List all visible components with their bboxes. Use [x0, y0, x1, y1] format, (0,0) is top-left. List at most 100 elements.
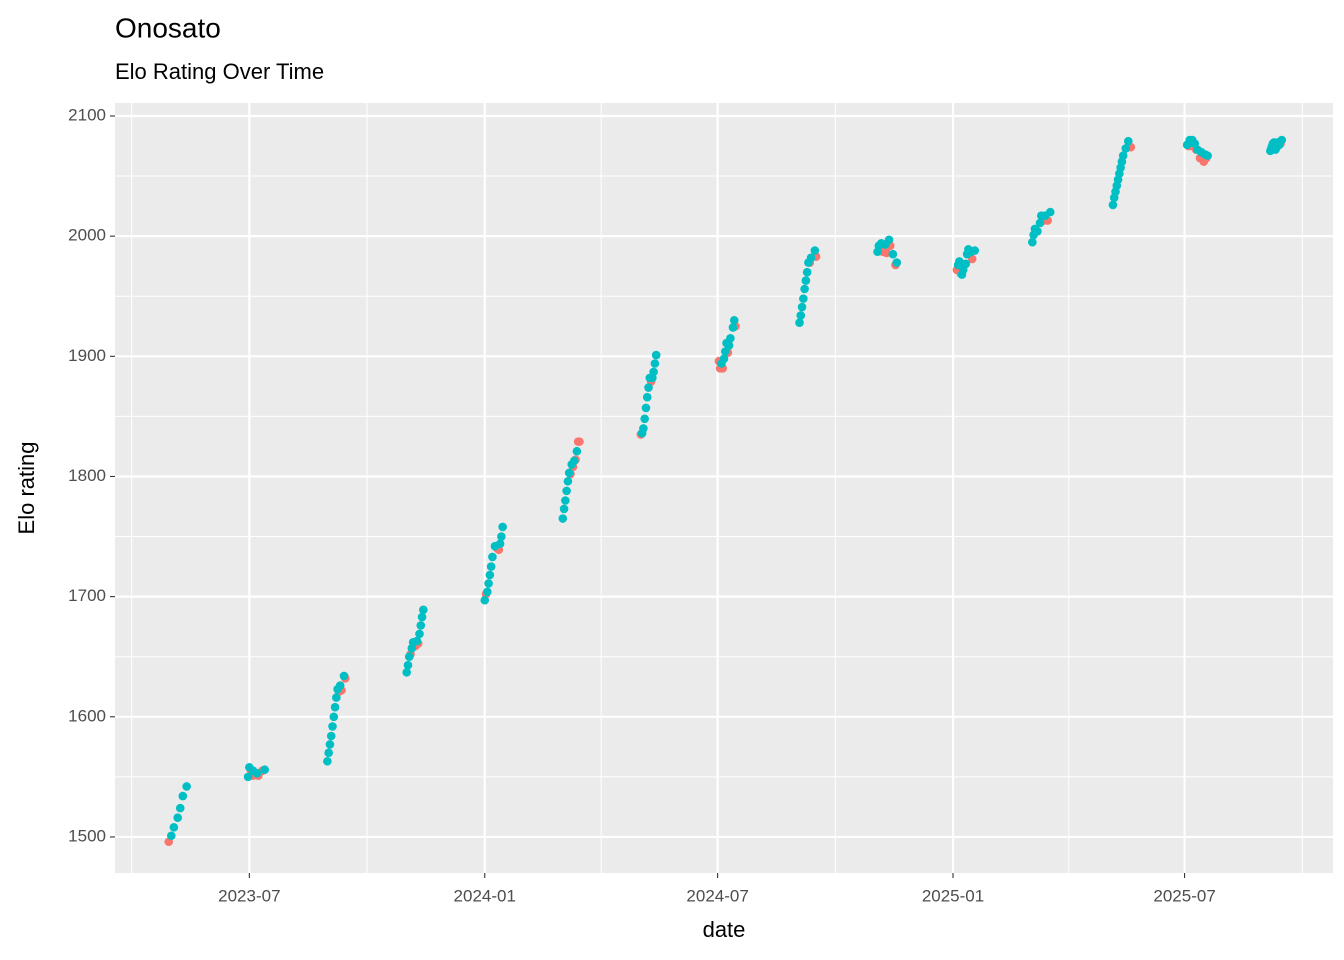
panel — [115, 103, 1333, 873]
point — [324, 748, 333, 758]
point — [882, 248, 891, 258]
point — [797, 302, 807, 312]
point — [729, 315, 739, 325]
point — [640, 414, 649, 424]
point — [802, 267, 812, 277]
point — [173, 813, 182, 823]
point — [888, 249, 898, 259]
x-tick-label: 2025-07 — [1153, 886, 1215, 905]
point — [1028, 237, 1037, 247]
x-tick-label: 2024-01 — [454, 886, 516, 905]
point — [169, 823, 179, 832]
point — [570, 456, 579, 466]
point — [564, 468, 574, 478]
point — [884, 235, 894, 245]
point — [488, 552, 497, 562]
point — [416, 621, 426, 630]
point — [498, 522, 507, 532]
point — [572, 446, 582, 456]
point — [1123, 136, 1133, 146]
point — [323, 756, 332, 766]
point — [639, 424, 648, 433]
point — [1203, 151, 1212, 160]
point — [178, 791, 188, 801]
point — [402, 668, 412, 677]
y-tick-label: 1800 — [68, 466, 106, 485]
point — [260, 765, 269, 774]
point — [1033, 227, 1042, 236]
point — [1121, 144, 1131, 153]
y-axis-title: Elo rating — [14, 442, 39, 535]
point — [328, 722, 337, 731]
point — [1035, 218, 1045, 228]
point — [243, 772, 253, 782]
point — [485, 570, 495, 580]
point — [404, 652, 414, 662]
point — [724, 341, 734, 350]
point — [495, 539, 505, 549]
point — [559, 504, 569, 514]
point — [480, 595, 490, 605]
point — [415, 629, 424, 639]
y-tick-label: 2100 — [68, 105, 106, 124]
point — [175, 803, 185, 813]
point — [573, 437, 583, 446]
point — [1118, 151, 1128, 160]
point — [801, 276, 811, 285]
point — [651, 350, 661, 360]
chart-subtitle: Elo Rating Over Time — [115, 59, 324, 84]
point — [728, 323, 738, 332]
point — [650, 359, 660, 368]
point — [561, 496, 570, 505]
point — [486, 562, 496, 571]
point — [403, 660, 413, 670]
point — [412, 636, 422, 646]
point — [497, 532, 506, 541]
point — [332, 693, 341, 702]
point — [1045, 207, 1055, 217]
point — [182, 782, 191, 791]
point — [562, 486, 571, 496]
point — [419, 605, 428, 615]
point — [649, 367, 658, 377]
y-tick-label: 2000 — [68, 226, 106, 245]
y-tick-label: 1700 — [68, 586, 106, 605]
point — [417, 612, 427, 622]
point — [330, 702, 340, 712]
point — [329, 712, 339, 722]
point — [641, 403, 651, 413]
point — [719, 354, 729, 364]
point — [326, 731, 336, 741]
point — [1108, 200, 1118, 210]
point — [335, 681, 345, 690]
point — [892, 258, 902, 267]
x-tick-label: 2025-01 — [922, 886, 984, 905]
point — [483, 587, 492, 597]
point — [970, 246, 980, 255]
y-tick-label: 1900 — [68, 346, 106, 365]
point — [325, 740, 335, 749]
point — [796, 311, 806, 320]
point — [795, 318, 804, 327]
point — [558, 514, 568, 523]
point — [1277, 135, 1287, 145]
point — [166, 831, 176, 841]
point — [339, 671, 349, 681]
chart-title: Onosato — [115, 12, 221, 43]
point — [799, 294, 808, 303]
point — [252, 768, 262, 778]
point — [642, 392, 652, 402]
point — [644, 383, 653, 392]
point — [810, 246, 820, 255]
point — [806, 253, 816, 263]
y-tick-label: 1600 — [68, 706, 106, 725]
y-tick-label: 1500 — [68, 826, 106, 845]
point — [961, 259, 971, 269]
point — [726, 333, 735, 343]
point — [800, 284, 809, 294]
point — [563, 476, 573, 486]
point — [484, 579, 493, 588]
x-tick-label: 2024-07 — [686, 886, 748, 905]
x-axis-title: date — [703, 917, 746, 942]
